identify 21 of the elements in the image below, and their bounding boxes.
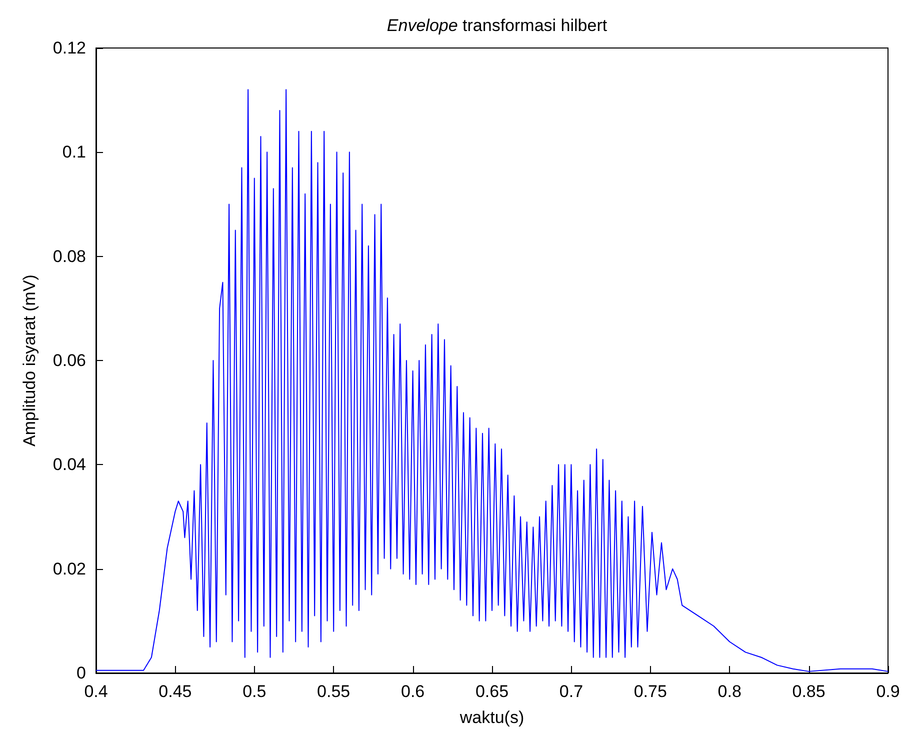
x-tick-label: 0.7	[559, 682, 584, 701]
y-tick-label: 0	[76, 664, 86, 682]
x-tick-label: 0.85	[792, 682, 826, 701]
x-tick-label: 0.4	[84, 682, 108, 701]
y-axis-title: Amplitudo isyarat (mV)	[20, 274, 39, 446]
y-tick-label: 0.1	[62, 142, 86, 162]
x-tick-label: 0.55	[317, 682, 350, 701]
x-axis-title: waktu(s)	[458, 708, 524, 727]
chart-title: Envelope transformasi hilbert	[386, 16, 608, 35]
y-tick-label: 0.06	[52, 351, 86, 370]
x-tick-label: 0.8	[718, 682, 742, 701]
y-tick-label: 0.04	[52, 455, 86, 474]
y-tick-label: 0.08	[52, 246, 86, 266]
x-tick-label: 0.6	[400, 682, 425, 701]
y-tick-label: 0.02	[52, 559, 86, 578]
x-tick-label: 0.65	[475, 682, 509, 701]
x-tick-label: 0.75	[634, 682, 667, 701]
x-tick-label: 0.45	[158, 682, 192, 701]
y-tick-label: 0.12	[52, 38, 86, 58]
x-tick-label: 0.5	[242, 682, 266, 701]
x-tick-label: 0.9	[876, 682, 900, 701]
